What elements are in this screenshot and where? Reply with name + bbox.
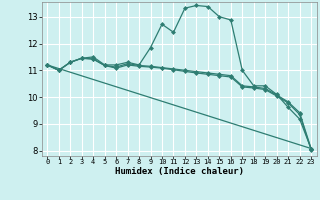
X-axis label: Humidex (Indice chaleur): Humidex (Indice chaleur) (115, 167, 244, 176)
